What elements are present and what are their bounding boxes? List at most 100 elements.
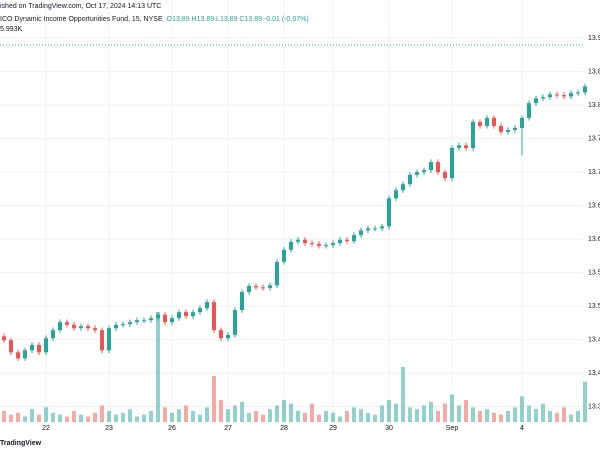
candle-body	[331, 243, 335, 246]
candle-body	[534, 98, 538, 104]
candle-body	[471, 121, 475, 149]
volume-bar	[156, 312, 160, 422]
volume-bar	[401, 367, 405, 422]
candle-body	[107, 328, 111, 351]
candle-body	[128, 322, 132, 325]
candle-body	[352, 235, 356, 242]
candle-body	[23, 350, 27, 359]
candle-body	[233, 310, 237, 335]
candle-body	[2, 336, 6, 341]
candle-body	[121, 324, 125, 326]
volume-bar	[324, 411, 328, 422]
volume-bar	[317, 414, 321, 422]
x-tick-label: 28	[280, 425, 288, 432]
volume-bar	[100, 405, 104, 422]
candle-body	[205, 302, 209, 309]
y-tick-label: 13.7	[588, 169, 600, 176]
candle-body	[541, 97, 545, 99]
candle-body	[156, 314, 160, 319]
volume-bar	[436, 411, 440, 422]
y-tick-label: 13.9	[588, 35, 600, 42]
y-tick-label: 13.65	[588, 202, 600, 209]
axes: 13.35 13.4 13.45 13.5 13.55 13.6 13.65 13.7 13.7…	[42, 35, 600, 432]
candle-body	[366, 228, 370, 231]
volume-bar	[107, 411, 111, 422]
volume-bar	[37, 414, 41, 422]
candle-body	[478, 121, 482, 126]
candle-body	[149, 318, 153, 321]
candle-body	[275, 261, 279, 286]
volume-bar	[471, 407, 475, 422]
volume-bar	[345, 411, 349, 422]
volume-bar	[23, 416, 27, 422]
volume-bar	[422, 405, 426, 422]
candle-body	[51, 330, 55, 339]
volume-bar	[450, 394, 454, 422]
volume-bar	[226, 409, 230, 422]
candle-body	[401, 184, 405, 191]
volume-bar	[247, 412, 251, 422]
volume-layer	[2, 312, 587, 422]
candle-body	[338, 239, 342, 244]
volume-bar	[464, 400, 468, 422]
volume-bar	[135, 416, 139, 422]
candle-body	[457, 145, 461, 149]
volume-bar	[149, 411, 153, 422]
volume-bar	[569, 414, 573, 422]
volume-bar	[541, 403, 545, 422]
volume-bar	[9, 414, 13, 422]
volume-bar	[79, 414, 83, 422]
y-tick-label: 13.6	[588, 236, 600, 243]
volume-bar	[93, 412, 97, 422]
candle-body	[485, 117, 489, 126]
volume-bar	[44, 407, 48, 422]
volume-bar	[562, 407, 566, 422]
candle-body	[436, 162, 440, 173]
volume-bar	[142, 414, 146, 422]
volume-bar	[121, 412, 125, 422]
volume-bar	[520, 396, 524, 422]
volume-bar	[555, 412, 559, 422]
candle-body	[65, 322, 69, 325]
candle-body	[184, 312, 188, 317]
volume-bar	[387, 400, 391, 422]
candle-body	[492, 117, 496, 126]
candle-body	[170, 318, 174, 323]
candle-body	[576, 92, 580, 94]
volume-bar	[191, 411, 195, 422]
volume-bar	[485, 409, 489, 422]
volume-bar	[163, 407, 167, 422]
volume-bar	[583, 381, 587, 422]
candle-body	[562, 95, 566, 97]
candle-body	[527, 103, 531, 118]
volume-bar	[282, 400, 286, 422]
volume-bar	[457, 405, 461, 422]
volume-bar	[548, 411, 552, 422]
candle-body	[415, 172, 419, 175]
candle-body	[44, 338, 48, 353]
volume-bar	[212, 376, 216, 422]
x-tick-label: 29	[329, 425, 337, 432]
volume-bar	[58, 414, 62, 422]
y-tick-label: 13.35	[588, 403, 600, 410]
candle-body	[422, 170, 426, 173]
volume-bar	[275, 405, 279, 422]
candle-body	[100, 330, 104, 351]
candle-body	[555, 94, 559, 96]
volume-bar	[310, 403, 314, 422]
volume-bar	[534, 409, 538, 422]
volume-bar	[373, 414, 377, 422]
volume-bar	[380, 405, 384, 422]
candle-body	[177, 312, 181, 319]
x-tick-label: 4	[520, 425, 524, 432]
volume-bar	[296, 411, 300, 422]
volume-bar	[408, 407, 412, 422]
volume-bar	[170, 412, 174, 422]
candle-body	[9, 340, 13, 353]
candle-body	[79, 326, 83, 329]
volume-bar	[359, 409, 363, 422]
y-tick-label: 13.55	[588, 269, 600, 276]
x-tick-label: 27	[224, 425, 232, 432]
